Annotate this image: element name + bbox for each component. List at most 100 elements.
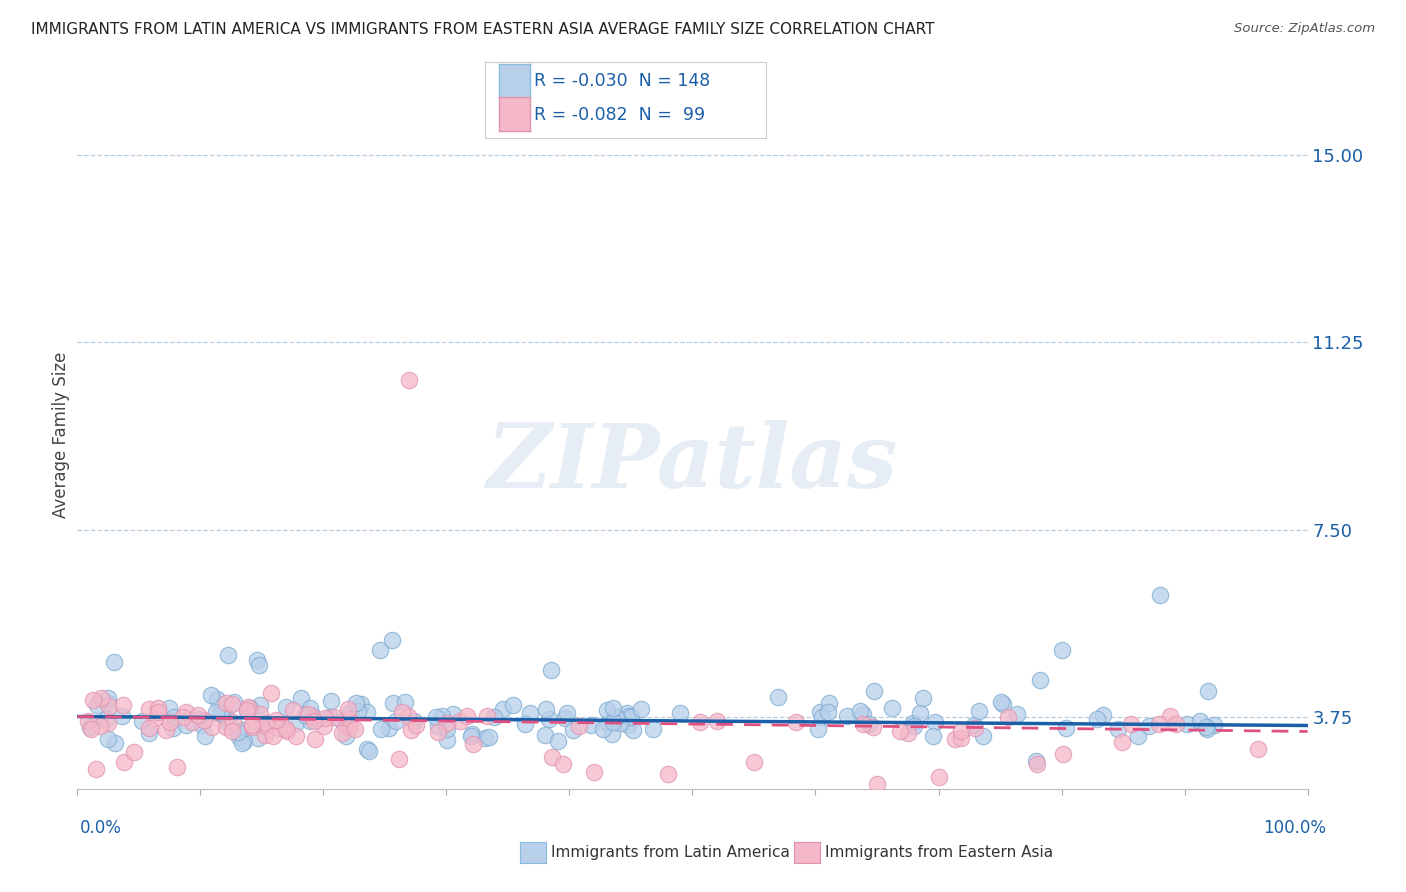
Point [621, 723, 644, 738]
Point [391, 705, 413, 719]
Point [187, 712, 209, 726]
Point [217, 714, 239, 729]
Point [336, 702, 359, 716]
Point [641, 722, 664, 736]
Point [617, 708, 640, 723]
Point [583, 764, 606, 779]
Text: 100.0%: 100.0% [1263, 819, 1326, 837]
Point [967, 704, 990, 718]
Text: Source: ZipAtlas.com: Source: ZipAtlas.com [1234, 22, 1375, 36]
Point [80, 723, 103, 737]
Point [205, 691, 228, 706]
Point [889, 723, 911, 738]
Point [172, 710, 194, 724]
Point [381, 632, 404, 647]
Point [921, 729, 943, 743]
Point [217, 648, 239, 662]
Point [231, 736, 253, 750]
Point [862, 720, 884, 734]
Point [330, 725, 353, 739]
Point [97, 690, 120, 705]
Text: R = -0.030  N = 148: R = -0.030 N = 148 [534, 72, 710, 90]
Point [461, 727, 484, 741]
Point [304, 714, 326, 728]
Point [1128, 729, 1150, 743]
Point [903, 719, 925, 733]
Point [274, 722, 297, 736]
Point [515, 716, 537, 731]
Point [436, 733, 458, 747]
Point [1092, 707, 1115, 722]
Point [264, 713, 287, 727]
Point [138, 701, 160, 715]
Point [924, 714, 946, 729]
Point [246, 731, 269, 745]
Point [335, 720, 357, 734]
Point [456, 709, 478, 723]
Point [285, 729, 308, 743]
Point [174, 718, 197, 732]
Point [950, 731, 973, 746]
Point [1147, 716, 1170, 731]
Y-axis label: Average Family Size: Average Family Size [52, 351, 70, 518]
Point [436, 722, 458, 736]
Point [200, 688, 222, 702]
Point [908, 706, 931, 720]
Point [482, 710, 505, 724]
Point [534, 702, 557, 716]
Point [138, 726, 160, 740]
Point [817, 705, 839, 719]
Point [370, 722, 392, 736]
Point [630, 701, 652, 715]
Point [568, 719, 591, 733]
Point [427, 725, 450, 739]
Point [90, 691, 112, 706]
Point [356, 742, 378, 756]
Point [596, 716, 619, 731]
Point [388, 752, 411, 766]
Point [943, 731, 966, 746]
Point [540, 663, 562, 677]
Point [301, 710, 323, 724]
Point [972, 729, 994, 743]
Point [502, 698, 524, 712]
Point [405, 717, 427, 731]
Point [97, 715, 120, 730]
Point [742, 755, 765, 769]
Point [399, 723, 422, 738]
Point [602, 701, 624, 715]
Point [602, 715, 624, 730]
Point [1159, 709, 1181, 723]
Point [474, 731, 496, 746]
Point [553, 757, 575, 772]
Point [89, 719, 111, 733]
Point [319, 709, 342, 723]
Point [807, 722, 830, 736]
Point [475, 709, 498, 723]
Point [1107, 722, 1129, 736]
Point [163, 710, 186, 724]
Point [104, 736, 127, 750]
Point [1025, 754, 1047, 768]
Point [461, 737, 484, 751]
Point [211, 707, 233, 722]
Point [554, 711, 576, 725]
Point [398, 373, 420, 387]
Point [176, 705, 198, 719]
Point [254, 719, 277, 733]
Point [866, 777, 889, 791]
Point [849, 704, 872, 718]
Point [706, 714, 728, 729]
Point [193, 713, 215, 727]
Point [609, 715, 631, 730]
Point [997, 709, 1019, 723]
Point [949, 723, 972, 738]
Point [562, 723, 585, 738]
Point [689, 714, 711, 729]
Point [283, 703, 305, 717]
Point [657, 767, 679, 781]
Point [1029, 673, 1052, 687]
Point [617, 718, 640, 732]
Point [592, 722, 614, 736]
Point [1195, 722, 1218, 736]
